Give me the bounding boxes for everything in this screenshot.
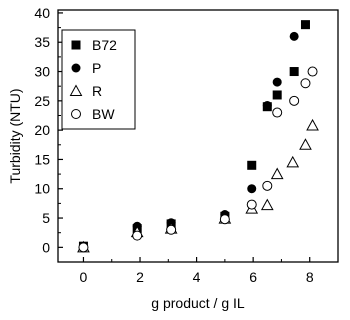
y-tick-label: 0 bbox=[42, 239, 50, 255]
legend: B72 PR BW bbox=[61, 29, 136, 130]
data-point-r bbox=[260, 198, 274, 211]
x-tick-label: 4 bbox=[193, 269, 201, 285]
plot-frame bbox=[57, 9, 339, 263]
data-point-p bbox=[247, 184, 257, 194]
data-point-bw bbox=[289, 95, 300, 106]
legend-label-b72: B72 bbox=[92, 37, 117, 53]
data-point-r bbox=[299, 138, 312, 150]
data-point-bw bbox=[132, 230, 143, 241]
y-tick-label: 35 bbox=[34, 34, 50, 50]
data-point-bw bbox=[262, 180, 273, 191]
data-point-b72 bbox=[272, 90, 282, 100]
data-point-r bbox=[306, 118, 319, 131]
x-axis-label: g product / g IL bbox=[151, 295, 245, 311]
data-point-b72 bbox=[289, 67, 299, 77]
data-point-bw bbox=[78, 242, 89, 253]
y-tick-label: 40 bbox=[34, 5, 50, 21]
data-point-r bbox=[286, 155, 300, 168]
data-point-r bbox=[270, 167, 284, 180]
data-point-bw bbox=[219, 214, 230, 225]
x-tick-label: 6 bbox=[249, 269, 257, 285]
data-point-b72 bbox=[247, 160, 257, 170]
y-tick-label: 25 bbox=[34, 93, 50, 109]
axes: 0 2 4 6 8 0 5 10 15 20 25 30 35 40 bbox=[34, 5, 339, 285]
data-point-bw bbox=[166, 224, 177, 235]
x-tick-label: 8 bbox=[306, 269, 314, 285]
series-bw bbox=[78, 66, 318, 253]
series-r bbox=[77, 118, 319, 253]
data-point-bw bbox=[300, 78, 311, 89]
legend-marker-p bbox=[71, 63, 81, 73]
legend-label-p: P bbox=[92, 60, 101, 76]
y-axis-label: Turbidity (NTU) bbox=[7, 88, 23, 183]
legend-marker-bw bbox=[71, 109, 81, 119]
y-tick-label: 10 bbox=[34, 181, 50, 197]
x-tick-label: 2 bbox=[136, 269, 144, 285]
y-tick-label: 5 bbox=[42, 210, 50, 226]
y-tick-label: 15 bbox=[34, 151, 50, 167]
legend-label-bw: BW bbox=[92, 106, 115, 122]
data-point-p bbox=[272, 77, 282, 87]
data-point-p bbox=[289, 31, 299, 41]
x-tick-label: 0 bbox=[80, 269, 88, 285]
legend-label-r: R bbox=[92, 83, 102, 99]
data-point-bw bbox=[307, 66, 318, 77]
data-point-b72 bbox=[300, 20, 310, 30]
data-marks bbox=[77, 20, 319, 253]
y-tick-label: 30 bbox=[34, 64, 50, 80]
legend-marker-r bbox=[69, 84, 83, 96]
y-tick-label: 20 bbox=[34, 122, 50, 138]
data-point-bw bbox=[246, 199, 257, 210]
data-point-p bbox=[262, 101, 272, 111]
legend-marker-b72 bbox=[71, 40, 81, 50]
data-point-bw bbox=[272, 107, 283, 118]
